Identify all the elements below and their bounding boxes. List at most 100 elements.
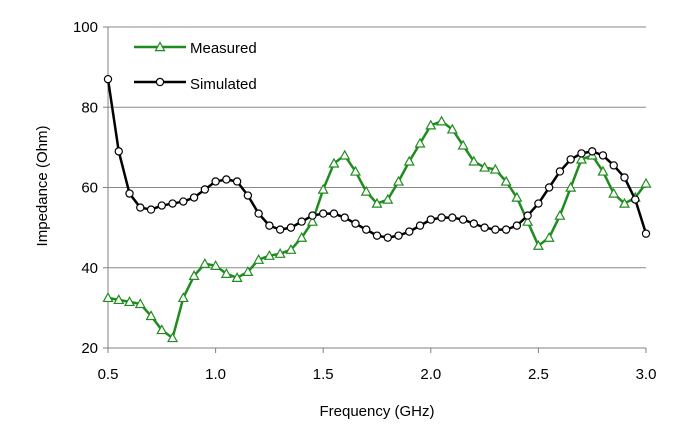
grid-lines bbox=[108, 26, 646, 349]
legend-marker-simulated bbox=[155, 77, 165, 87]
y-tick-label: 80 bbox=[81, 99, 98, 116]
data-point-measured bbox=[565, 181, 577, 192]
data-point-simulated bbox=[168, 199, 177, 208]
data-point-simulated bbox=[243, 191, 253, 200]
data-point-measured bbox=[393, 175, 405, 186]
data-point-simulated bbox=[286, 223, 296, 232]
data-point-simulated bbox=[125, 189, 134, 198]
data-point-measured bbox=[436, 115, 448, 126]
data-point-measured bbox=[296, 231, 308, 242]
data-point-simulated bbox=[448, 213, 457, 222]
data-point-measured bbox=[317, 183, 329, 194]
data-point-measured bbox=[210, 260, 222, 270]
data-point-simulated bbox=[362, 225, 371, 234]
data-point-measured bbox=[479, 161, 491, 172]
data-point-simulated bbox=[598, 151, 608, 160]
data-point-simulated bbox=[114, 147, 123, 156]
data-point-simulated bbox=[394, 231, 403, 240]
data-point-measured bbox=[468, 155, 480, 166]
data-point-measured bbox=[511, 191, 523, 202]
data-point-measured bbox=[532, 239, 544, 250]
data-point-measured bbox=[328, 157, 340, 168]
x-tick-label: 3.0 bbox=[636, 366, 657, 383]
data-point-simulated bbox=[103, 74, 113, 84]
data-point-measured bbox=[575, 153, 587, 164]
data-point-simulated bbox=[340, 213, 349, 222]
data-point-simulated bbox=[437, 213, 446, 222]
data-point-measured bbox=[102, 292, 114, 303]
legend-label-measured: Measured bbox=[190, 40, 257, 57]
data-point-measured bbox=[274, 247, 286, 258]
data-point-simulated bbox=[157, 201, 166, 210]
series-line-measured bbox=[107, 120, 647, 340]
data-point-measured bbox=[263, 249, 275, 260]
data-point-simulated bbox=[179, 197, 188, 206]
data-point-simulated bbox=[329, 209, 339, 218]
tick-labels: 20 40 60 80 100 0.5 1.0 1.5 2.0 2.5 3.0 bbox=[73, 19, 656, 383]
x-tick-label: 1.0 bbox=[205, 366, 226, 383]
data-point-measured bbox=[489, 163, 501, 174]
data-point-simulated bbox=[146, 205, 156, 214]
data-point-measured bbox=[382, 193, 394, 204]
data-point-measured bbox=[522, 215, 534, 226]
data-point-simulated bbox=[469, 219, 479, 228]
x-tick-label: 2.5 bbox=[528, 366, 549, 383]
x-tick-label: 0.5 bbox=[98, 366, 119, 383]
data-point-measured bbox=[220, 268, 232, 278]
data-point-measured bbox=[199, 258, 211, 268]
data-point-simulated bbox=[426, 215, 435, 224]
data-point-measured bbox=[360, 185, 372, 196]
data-point-measured bbox=[608, 187, 620, 198]
data-point-measured bbox=[403, 155, 415, 166]
data-point-measured bbox=[339, 149, 351, 160]
y-tick-label: 60 bbox=[81, 180, 98, 197]
data-point-measured bbox=[124, 296, 136, 307]
data-point-simulated bbox=[189, 193, 199, 202]
data-point-simulated bbox=[222, 175, 231, 184]
data-point-simulated bbox=[544, 183, 554, 192]
legend-marker-measured bbox=[154, 41, 166, 52]
data-point-simulated bbox=[588, 147, 597, 156]
y-tick-label: 100 bbox=[73, 19, 98, 36]
data-point-simulated bbox=[405, 227, 414, 236]
data-point-simulated bbox=[254, 209, 263, 218]
data-point-simulated bbox=[211, 177, 220, 186]
data-point-measured bbox=[134, 298, 146, 309]
data-point-measured bbox=[554, 209, 566, 220]
data-point-simulated bbox=[501, 225, 511, 234]
data-point-measured bbox=[253, 253, 265, 264]
data-point-measured bbox=[306, 215, 318, 226]
y-axis-title: Impedance (Ohm) bbox=[34, 126, 51, 247]
data-point-measured bbox=[618, 197, 630, 208]
data-point-measured bbox=[113, 294, 125, 305]
x-tick-label: 1.5 bbox=[313, 366, 334, 383]
data-point-measured bbox=[156, 324, 168, 335]
data-point-simulated bbox=[534, 199, 543, 208]
data-point-simulated bbox=[609, 161, 618, 170]
data-point-simulated bbox=[275, 225, 285, 234]
data-point-measured bbox=[597, 165, 609, 176]
data-point-simulated bbox=[319, 209, 328, 218]
data-point-measured bbox=[640, 177, 652, 188]
data-point-simulated bbox=[577, 149, 586, 158]
data-point-simulated bbox=[200, 185, 210, 194]
data-point-measured bbox=[457, 139, 469, 150]
data-point-simulated bbox=[641, 229, 651, 238]
data-point-measured bbox=[145, 310, 157, 321]
data-point-simulated bbox=[415, 221, 425, 230]
axes bbox=[103, 26, 647, 353]
data-point-simulated bbox=[372, 231, 382, 240]
x-axis-title: Frequency (GHz) bbox=[319, 403, 434, 420]
y-tick-label: 20 bbox=[81, 340, 98, 357]
legend-item-measured: Measured bbox=[134, 40, 257, 57]
data-point-measured bbox=[543, 231, 555, 242]
data-point-simulated bbox=[555, 167, 565, 176]
data-point-simulated bbox=[631, 195, 640, 204]
data-point-measured bbox=[414, 137, 426, 148]
data-point-simulated bbox=[136, 203, 145, 212]
data-point-simulated bbox=[351, 219, 360, 228]
data-point-measured bbox=[371, 197, 383, 208]
data-point-measured bbox=[177, 292, 189, 303]
data-point-simulated bbox=[566, 155, 575, 164]
